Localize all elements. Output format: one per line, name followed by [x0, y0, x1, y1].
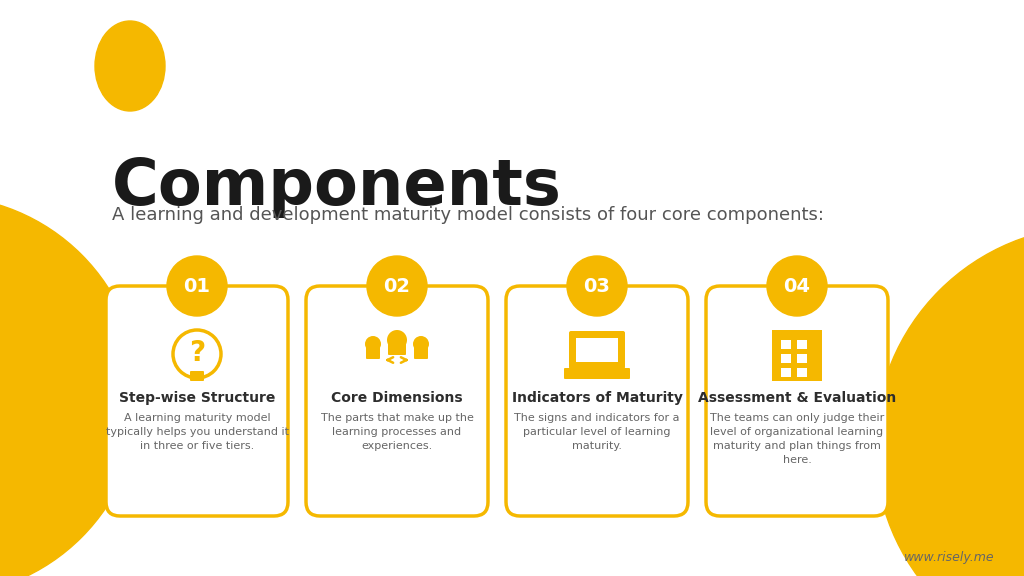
Text: 02: 02	[384, 276, 411, 295]
Text: A learning maturity model
typically helps you understand it
in three or five tie: A learning maturity model typically help…	[105, 413, 289, 451]
Bar	[767, 282, 827, 290]
Bar	[772, 330, 779, 381]
Bar	[797, 340, 807, 349]
Text: Core Dimensions: Core Dimensions	[331, 391, 463, 405]
Circle shape	[367, 256, 427, 316]
FancyBboxPatch shape	[706, 286, 888, 516]
Bar	[367, 282, 427, 290]
Text: Assessment & Evaluation: Assessment & Evaluation	[698, 391, 896, 405]
Text: 01: 01	[183, 276, 211, 295]
Bar	[567, 282, 627, 290]
FancyBboxPatch shape	[306, 286, 488, 516]
Text: Step-wise Structure: Step-wise Structure	[119, 391, 275, 405]
Circle shape	[365, 336, 381, 352]
Text: Indicators of Maturity: Indicators of Maturity	[512, 391, 682, 405]
Circle shape	[413, 336, 429, 352]
Text: The parts that make up the
learning processes and
experiences.: The parts that make up the learning proc…	[321, 413, 473, 451]
FancyBboxPatch shape	[564, 368, 630, 379]
Text: 04: 04	[783, 276, 811, 295]
Text: ?: ?	[189, 339, 205, 367]
Circle shape	[567, 256, 627, 316]
Bar	[575, 338, 618, 362]
Text: A learning and development maturity model consists of four core components:: A learning and development maturity mode…	[112, 206, 824, 224]
Circle shape	[0, 196, 140, 576]
FancyBboxPatch shape	[569, 331, 625, 369]
Circle shape	[387, 330, 407, 350]
Text: The signs and indicators for a
particular level of learning
maturity.: The signs and indicators for a particula…	[514, 413, 680, 451]
Bar	[797, 354, 807, 363]
Bar	[781, 340, 791, 349]
Text: 03: 03	[584, 276, 610, 295]
Ellipse shape	[95, 21, 165, 111]
Bar	[779, 335, 815, 381]
Text: The teams can only judge their
level of organizational learning
maturity and pla: The teams can only judge their level of …	[710, 413, 884, 465]
FancyBboxPatch shape	[190, 371, 204, 381]
FancyBboxPatch shape	[366, 345, 380, 359]
Bar	[781, 368, 791, 377]
Circle shape	[767, 256, 827, 316]
Text: Components: Components	[112, 156, 562, 218]
Text: www.risely.me: www.risely.me	[904, 551, 995, 564]
Bar	[772, 330, 822, 335]
Bar	[167, 282, 227, 290]
FancyBboxPatch shape	[388, 341, 406, 355]
Circle shape	[874, 226, 1024, 576]
FancyBboxPatch shape	[506, 286, 688, 516]
Bar	[815, 330, 822, 381]
Bar	[797, 368, 807, 377]
Bar	[781, 354, 791, 363]
FancyBboxPatch shape	[414, 345, 428, 359]
FancyBboxPatch shape	[106, 286, 288, 516]
Circle shape	[167, 256, 227, 316]
